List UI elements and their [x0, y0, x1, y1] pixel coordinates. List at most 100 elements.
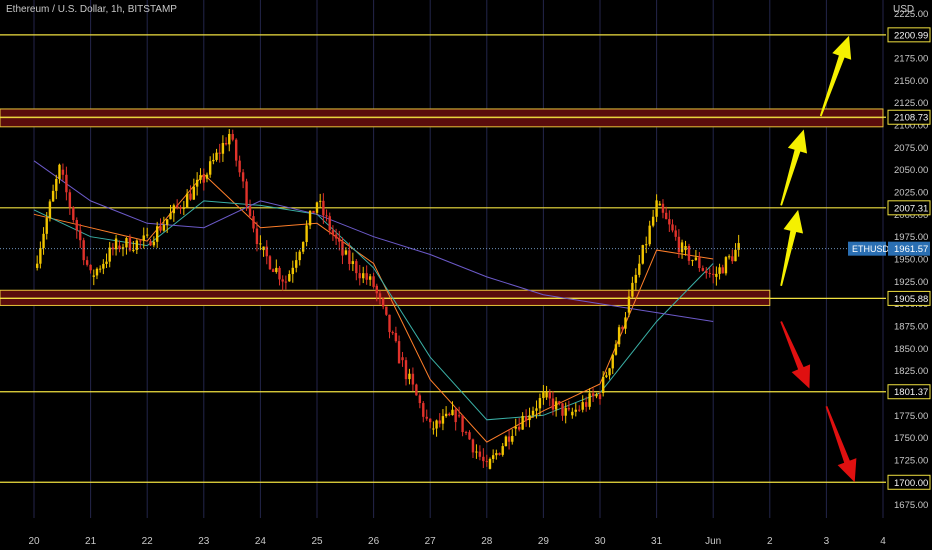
candle-body: [45, 218, 48, 234]
candle-body: [595, 394, 598, 397]
candle-body: [504, 436, 508, 447]
level-badge: [887, 290, 931, 306]
candle-body: [79, 230, 82, 241]
level-badge: [887, 109, 931, 125]
level-badge: [887, 474, 931, 490]
candle-body: [234, 139, 238, 161]
candle-body: [661, 203, 665, 213]
candle-body: [68, 192, 72, 208]
x-tick-label: 3: [824, 536, 830, 547]
candle-body: [617, 327, 621, 345]
candle-body: [425, 416, 428, 419]
x-tick-label: 4: [880, 536, 886, 547]
arrow-down-icon: [780, 321, 811, 389]
candle-body: [694, 257, 698, 261]
candle-body: [605, 375, 608, 377]
candle-body: [114, 238, 118, 250]
candle-body: [601, 376, 605, 393]
candle-body: [422, 403, 425, 417]
x-tick-label: 31: [651, 536, 663, 547]
candle-body: [491, 455, 495, 459]
candle-body: [199, 174, 202, 180]
candle-body: [284, 281, 288, 283]
candle-body: [627, 296, 631, 313]
candle-body: [468, 432, 471, 440]
candle-body: [301, 241, 305, 252]
candle-body: [108, 247, 111, 262]
candle-body: [671, 224, 674, 231]
candle-body: [404, 360, 408, 380]
y-tick-label: 2125.00: [894, 98, 928, 109]
candle-body: [611, 354, 614, 369]
candle-body: [202, 174, 205, 183]
candle-body: [72, 207, 75, 221]
candle-body: [381, 298, 385, 307]
moving-average-line: [33, 173, 714, 443]
candle-body: [511, 436, 514, 442]
candle-body: [614, 344, 618, 355]
candle-body: [658, 203, 661, 206]
y-tick-label: 1725.00: [894, 455, 928, 466]
candle-body: [179, 206, 182, 209]
level-badge: [887, 27, 931, 43]
candle-body: [125, 238, 128, 248]
x-tick-label: 30: [594, 536, 606, 547]
candle-body: [238, 160, 241, 173]
candle-body: [727, 256, 731, 258]
x-tick-label: 27: [425, 536, 437, 547]
candle-body: [514, 426, 517, 429]
candle-body: [531, 410, 535, 416]
candle-body: [298, 251, 301, 261]
candle-body: [598, 394, 602, 400]
candle-body: [265, 246, 268, 257]
candle-body: [638, 263, 641, 275]
candle-body: [195, 179, 199, 187]
candle-body: [482, 456, 485, 462]
candle-body: [175, 205, 179, 207]
y-tick-label: 2175.00: [894, 54, 928, 65]
candle-body: [259, 243, 262, 245]
candle-body: [362, 273, 365, 279]
candle-body: [255, 228, 259, 244]
moving-average-line: [33, 160, 714, 322]
candle-body: [415, 384, 418, 396]
candle-body: [641, 245, 644, 264]
candle-body: [98, 268, 102, 270]
candle-body: [731, 256, 734, 262]
candle-body: [149, 241, 152, 246]
candle-body: [61, 169, 65, 175]
candle-body: [121, 247, 125, 250]
candle-body: [528, 415, 531, 421]
candle-body: [218, 152, 221, 154]
candle-body: [561, 403, 564, 416]
candle-body: [351, 261, 355, 265]
candle-body: [162, 224, 166, 231]
candle-body: [538, 398, 542, 409]
candle-body: [441, 416, 445, 424]
candle-body: [691, 260, 694, 262]
candle-body: [338, 238, 341, 242]
candle-body: [35, 263, 39, 268]
y-tick-label: 1875.00: [894, 321, 928, 332]
candle-body: [501, 446, 504, 455]
candle-body: [132, 249, 135, 251]
candle-body: [444, 413, 448, 417]
candle-body: [281, 279, 284, 282]
candle-body: [429, 418, 432, 423]
candle-body: [588, 393, 591, 407]
candle-body: [275, 267, 278, 272]
candle-body: [245, 181, 248, 207]
candle-body: [278, 267, 281, 280]
candle-body: [498, 453, 501, 455]
candle-body: [475, 451, 478, 453]
candle-body: [378, 293, 382, 299]
x-tick-label: 20: [28, 536, 40, 547]
candle-body: [461, 415, 464, 433]
candle-body: [224, 143, 228, 145]
candle-body: [89, 264, 92, 271]
symbol-badge-label: ETHUSD: [852, 244, 890, 254]
candle-body: [495, 453, 498, 456]
y-tick-label: 1850.00: [894, 344, 928, 355]
